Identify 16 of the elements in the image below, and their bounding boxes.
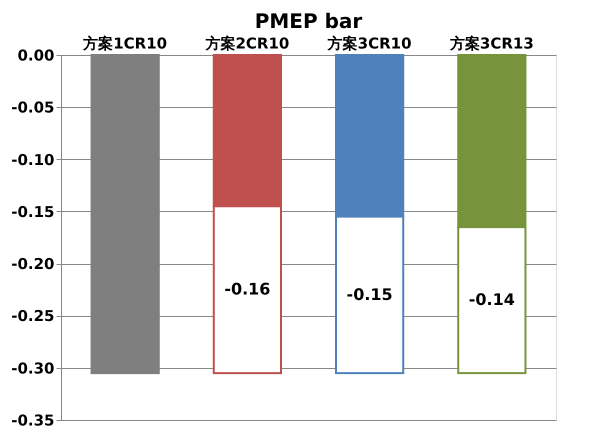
- y-tick-label: -0.10: [11, 150, 54, 169]
- data-label: -0.16: [224, 280, 270, 299]
- x-tick-label: 方案3CR13: [448, 34, 534, 52]
- y-tick-label: -0.35: [11, 412, 54, 430]
- data-label: -0.14: [468, 290, 515, 310]
- x-tick-label: 方案1CR10: [82, 34, 168, 52]
- x-tick-label: 方案3CR10: [326, 34, 412, 52]
- chart-title: PMEP bar: [254, 9, 362, 33]
- y-tick-label: -0.20: [11, 255, 54, 274]
- x-tick-label: 方案2CR10: [204, 34, 290, 52]
- data-label: -0.15: [346, 284, 393, 304]
- y-tick-label: -0.05: [11, 98, 54, 117]
- y-tick-label: -0.25: [11, 307, 54, 326]
- y-tick-label: -0.30: [11, 359, 54, 378]
- y-tick-label: 0.00: [17, 46, 54, 64]
- y-tick-label: -0.15: [11, 202, 54, 221]
